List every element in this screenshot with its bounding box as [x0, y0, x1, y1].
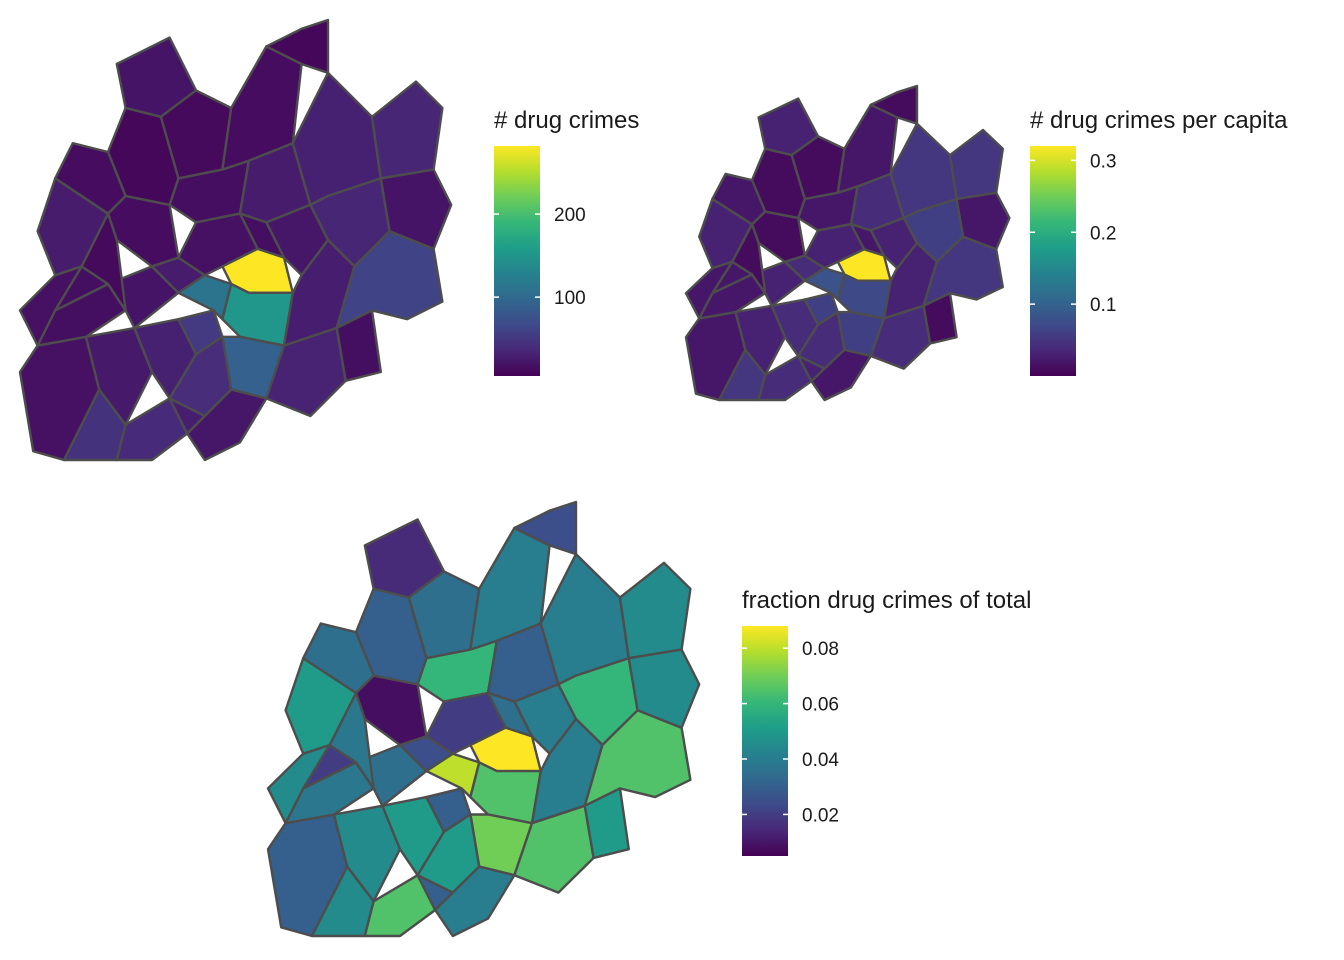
colorbar [742, 626, 788, 856]
colorbar-tick-label: 0.04 [802, 750, 839, 771]
census-tract [583, 787, 630, 860]
colorbar-tick-label: 0.02 [802, 805, 839, 826]
census-tract [513, 500, 578, 556]
census-tract [266, 743, 331, 825]
colorbar-tick-label: 0.1 [1090, 295, 1116, 316]
census-tract [810, 348, 872, 402]
legend-drug-crimes-count: # drug crimes 100 200 [494, 107, 639, 376]
census-tract [698, 197, 754, 270]
census-tract [434, 865, 516, 938]
map-fraction-drug-crimes [266, 500, 701, 938]
census-tract [265, 18, 330, 75]
colorbar-tick-label: 200 [554, 205, 586, 226]
census-tract [335, 309, 382, 382]
legend-drug-crimes-per-capita: # drug crimes per capita 0.1 0.2 0.3 [1030, 107, 1288, 376]
census-tract [84, 326, 154, 426]
census-tract [379, 168, 453, 251]
legend-title: # drug crimes per capita [1030, 107, 1288, 134]
legend-fraction-drug-crimes: fraction drug crimes of total 0.02 0.04 0.… [742, 587, 1031, 856]
colorbar-tick-label: 0.2 [1090, 223, 1116, 244]
legend-title: # drug crimes [494, 107, 639, 134]
colorbar-tick-label: 100 [554, 288, 586, 309]
colorbar-tick-label: 0.3 [1090, 151, 1116, 172]
colorbar [1030, 146, 1076, 376]
census-tract [332, 804, 402, 903]
census-tract [185, 388, 268, 462]
census-tract [265, 326, 347, 418]
census-tract [948, 128, 1004, 201]
census-tract [869, 84, 919, 125]
map-drug-crimes-count [18, 18, 453, 462]
census-tract [618, 561, 692, 660]
census-tract [869, 304, 932, 370]
map-drug-crimes-per-capita [684, 84, 1011, 402]
colorbar-tick-label: 0.06 [802, 695, 839, 716]
census-tract [284, 657, 358, 755]
census-tract [955, 191, 1011, 251]
census-tract [36, 177, 110, 277]
census-tract [684, 260, 734, 320]
census-tract [370, 80, 444, 180]
census-tract [922, 292, 958, 345]
census-tract [734, 304, 787, 377]
census-tract [18, 265, 83, 347]
legend-title: fraction drug crimes of total [742, 587, 1031, 614]
colorbar [494, 146, 540, 376]
census-tract [513, 804, 595, 894]
colorbar-tick-label: 0.08 [802, 639, 839, 660]
census-tract [627, 648, 701, 729]
